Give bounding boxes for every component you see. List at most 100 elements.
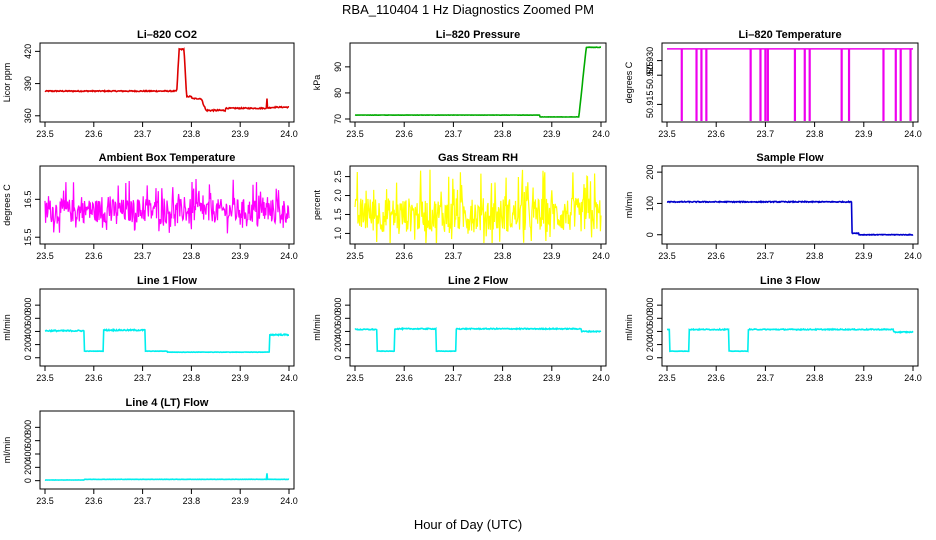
x-axis-title: Hour of Day (UTC) — [413, 517, 523, 532]
panel-co2: Li–820 CO2 Licor ppm 23.5 23.6 23.7 23.8 23.9 2… — [2, 29, 298, 139]
x-tick-label: 23.6 — [85, 129, 103, 139]
plot-frame — [39, 410, 295, 490]
plot-frame — [39, 165, 295, 245]
y-tick-label: 100 — [645, 196, 655, 211]
x-tick-label: 24.0 — [280, 496, 298, 506]
series-line — [667, 327, 914, 353]
plot-frame — [349, 42, 607, 123]
x-tick-label: 23.9 — [855, 251, 873, 261]
x-tick-label: 23.6 — [707, 251, 725, 261]
panel-title: Li–820 CO2 — [137, 29, 197, 41]
series-line — [44, 178, 290, 234]
x-tick-label: 23.5 — [36, 251, 54, 261]
x-tick-label: 23.7 — [134, 373, 152, 383]
panel-title: Sample Flow — [756, 152, 824, 164]
y-tick-label: 200 — [23, 337, 33, 352]
plot-frame — [661, 42, 919, 123]
x-tick-label: 24.0 — [592, 251, 610, 261]
y-tick-label: 50.915 — [645, 91, 655, 119]
x-tick-label: 23.8 — [183, 373, 201, 383]
panel-sample: Sample Flow ml/min 23.5 23.6 23.7 23.8 23.9 24.… — [624, 152, 922, 261]
x-tick-label: 23.5 — [346, 251, 364, 261]
panel-line2: Line 2 Flow ml/min 23.5 23.6 23.7 23.8 23.9 24.… — [312, 275, 610, 383]
y-tick-label: 400 — [23, 446, 33, 461]
y-axis-label: degrees C — [624, 61, 634, 103]
y-tick-label: 0 — [23, 478, 33, 483]
x-tick-label: 23.5 — [658, 373, 676, 383]
y-tick-label: 600 — [645, 311, 655, 326]
y-tick-label: 800 — [23, 420, 33, 435]
x-tick-label: 23.6 — [395, 373, 413, 383]
x-tick-label: 23.8 — [494, 129, 512, 139]
y-axis-label: percent — [312, 189, 322, 220]
series-line — [666, 200, 914, 237]
y-tick-label: 0 — [23, 355, 33, 360]
x-tick-label: 23.7 — [134, 129, 152, 139]
y-tick-label: 50.925 — [645, 61, 655, 89]
y-axis-label: ml/min — [312, 314, 322, 341]
x-tick-label: 23.7 — [757, 373, 775, 383]
x-tick-label: 23.8 — [183, 496, 201, 506]
y-tick-label: 200 — [645, 165, 655, 180]
y-tick-label: 1.0 — [333, 227, 343, 240]
x-tick-label: 23.7 — [757, 251, 775, 261]
x-tick-label: 23.7 — [134, 496, 152, 506]
x-tick-label: 23.8 — [806, 373, 824, 383]
plot-frame — [661, 288, 919, 367]
x-tick-label: 23.6 — [395, 251, 413, 261]
x-tick-label: 23.6 — [707, 373, 725, 383]
y-axis-label: ml/min — [2, 314, 12, 341]
y-tick-label: 600 — [23, 311, 33, 326]
panel-rh: Gas Stream RH percent 23.5 23.6 23.7 23.8 23.9… — [312, 152, 610, 261]
plot-frame — [349, 165, 607, 245]
y-axis-label: degrees C — [2, 184, 12, 226]
x-tick-label: 24.0 — [592, 129, 610, 139]
y-tick-label: 400 — [645, 324, 655, 339]
series-line — [354, 46, 602, 118]
y-axis-label: ml/min — [624, 192, 634, 219]
x-tick-label: 24.0 — [904, 373, 922, 383]
y-tick-label: 800 — [645, 298, 655, 313]
x-tick-label: 23.7 — [445, 129, 463, 139]
x-tick-label: 23.5 — [346, 129, 364, 139]
x-tick-label: 23.6 — [85, 496, 103, 506]
y-tick-label: 2.5 — [333, 170, 343, 183]
x-tick-label: 24.0 — [592, 373, 610, 383]
y-tick-label: 420 — [23, 44, 33, 59]
y-axis-label: ml/min — [624, 314, 634, 341]
y-axis-label: kPa — [312, 75, 322, 91]
x-tick-label: 23.6 — [395, 129, 413, 139]
x-tick-label: 23.5 — [36, 373, 54, 383]
y-tick-label: 400 — [333, 324, 343, 339]
y-axis-label: Licor ppm — [2, 63, 12, 103]
panel-temperature: Li–820 Temperature degrees C 23.5 23.6 23.7 2… — [624, 29, 922, 139]
panel-line1: Line 1 Flow ml/min 23.5 23.6 23.7 23.8 23.9 24.… — [2, 275, 298, 383]
figure-title: RBA_110404 1 Hz Diagnostics Zoomed PM — [342, 2, 594, 17]
x-tick-label: 23.8 — [806, 129, 824, 139]
plot-frame — [349, 288, 607, 367]
x-tick-label: 23.5 — [658, 129, 676, 139]
panel-ambient: Ambient Box Temperature degrees C 23.5 23.6… — [2, 152, 298, 261]
x-tick-label: 23.8 — [494, 373, 512, 383]
series-line — [44, 47, 290, 113]
y-tick-label: 15.5 — [23, 228, 33, 246]
y-tick-label: 16.5 — [23, 191, 33, 209]
x-tick-label: 23.8 — [183, 251, 201, 261]
y-tick-label: 80 — [333, 88, 343, 98]
x-tick-label: 23.8 — [806, 251, 824, 261]
x-tick-label: 23.9 — [855, 129, 873, 139]
x-tick-label: 23.5 — [658, 251, 676, 261]
plot-frame — [39, 288, 295, 367]
panel-title: Gas Stream RH — [438, 152, 518, 164]
y-tick-label: 70 — [333, 114, 343, 124]
x-tick-label: 24.0 — [280, 251, 298, 261]
x-tick-label: 23.7 — [445, 373, 463, 383]
panel-title: Ambient Box Temperature — [99, 152, 236, 164]
plot-frame — [661, 165, 919, 245]
panel-pressure: Li–820 Pressure kPa 23.5 23.6 23.7 23.8 23.9 24… — [312, 29, 610, 139]
x-tick-label: 23.6 — [707, 129, 725, 139]
x-tick-label: 23.5 — [346, 373, 364, 383]
x-tick-label: 23.9 — [543, 251, 561, 261]
y-tick-label: 600 — [23, 433, 33, 448]
panel-title: Line 2 Flow — [448, 275, 508, 287]
